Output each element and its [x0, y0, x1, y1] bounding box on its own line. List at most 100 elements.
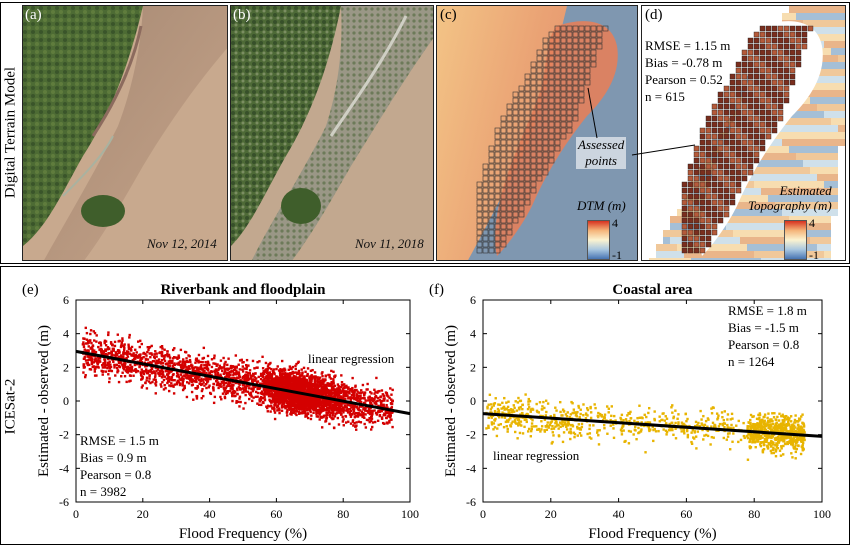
assessed-point-d: [741, 73, 748, 80]
data-point: [351, 390, 354, 394]
staircase-cell: [817, 160, 824, 167]
staircase-cell: [817, 230, 824, 237]
data-point: [268, 392, 271, 396]
assessed-point-c: [512, 175, 519, 182]
assessed-point-c: [584, 55, 591, 62]
data-point: [336, 392, 339, 395]
data-point: [272, 406, 276, 409]
staircase-cell: [831, 160, 838, 167]
data-point: [370, 398, 373, 402]
data-point: [144, 365, 147, 368]
data-point: [361, 405, 364, 408]
data-point: [89, 368, 93, 371]
data-point: [266, 376, 270, 379]
data-point: [273, 384, 276, 388]
assessed-point-d: [711, 139, 718, 146]
data-point: [323, 385, 326, 388]
assessed-point-c: [542, 91, 549, 98]
assessed-point-c: [554, 37, 561, 44]
staircase-cell: [824, 258, 831, 260]
staircase-cell: [810, 195, 817, 202]
data-point: [96, 355, 99, 359]
assessed-point-d: [687, 217, 694, 224]
assessed-point-d: [753, 61, 760, 68]
assessed-point-d: [687, 169, 694, 176]
data-point: [148, 374, 151, 378]
data-point: [187, 382, 191, 385]
staircase-cell: [796, 216, 803, 223]
data-point: [313, 371, 317, 374]
data-point: [244, 401, 247, 405]
data-point: [374, 400, 378, 404]
staircase-cell: [796, 174, 803, 181]
data-point: [192, 379, 195, 382]
data-point: [89, 329, 93, 332]
assessed-point-d: [681, 193, 688, 200]
data-point: [152, 355, 156, 359]
data-point: [103, 340, 106, 344]
data-point: [167, 360, 171, 363]
assessed-point-d: [723, 205, 730, 212]
data-point: [324, 374, 327, 377]
data-point: [194, 378, 198, 382]
data-point: [253, 367, 256, 370]
assessed-point-c: [518, 85, 525, 92]
staircase-cell: [810, 111, 817, 118]
data-point: [155, 352, 158, 355]
assessed-point-d: [705, 187, 712, 194]
assessed-point-c: [476, 223, 483, 230]
data-point: [351, 387, 354, 390]
data-point: [370, 414, 373, 418]
panel-c-colorbar-title: DTM (m): [577, 198, 626, 213]
assessed-point-c: [536, 151, 543, 158]
data-point: [95, 340, 98, 343]
data-point: [127, 345, 130, 348]
data-point: [168, 380, 171, 383]
assessed-point-d: [729, 163, 736, 170]
data-point: [92, 361, 95, 364]
assessed-point-d: [765, 103, 772, 110]
assessed-point-d: [723, 175, 730, 182]
assessed-point-d: [711, 163, 718, 170]
data-point: [365, 388, 368, 391]
assessed-point-c: [578, 37, 585, 44]
data-point: [346, 402, 349, 405]
assessed-point-c: [476, 217, 483, 224]
assessed-point-c: [578, 79, 585, 86]
assessed-point-d: [717, 205, 724, 212]
assessed-point-c: [596, 31, 603, 38]
data-point: [284, 404, 288, 408]
assessed-point-d: [681, 217, 688, 224]
assessed-point-c: [530, 169, 537, 176]
panel-a-label: (a): [25, 7, 42, 23]
data-point: [364, 426, 368, 429]
assessed-point-d: [735, 85, 742, 92]
assessed-point-d: [771, 121, 778, 128]
assessed-point-c: [536, 49, 543, 56]
staircase-cell: [761, 160, 768, 167]
assessed-point-c: [548, 151, 555, 158]
panel-d-stat-rmse: RMSE = 1.15 m: [645, 38, 731, 53]
assessed-point-d: [759, 97, 766, 104]
data-point: [280, 369, 284, 373]
data-point: [82, 366, 86, 369]
data-point: [309, 406, 313, 410]
staircase-cell: [810, 153, 817, 160]
assessed-point-d: [723, 199, 730, 206]
assessed-point-d: [705, 157, 712, 164]
assessed-point-c: [482, 205, 489, 212]
data-point: [374, 411, 378, 415]
data-point: [277, 369, 281, 372]
data-point: [171, 378, 174, 382]
staircase-cell: [677, 258, 684, 260]
staircase-cell: [677, 230, 684, 237]
data-point: [166, 373, 169, 376]
data-point: [103, 364, 107, 367]
data-point: [106, 348, 109, 351]
assessed-points-annotation: Assessed points: [576, 137, 627, 169]
staircase-cell: [796, 167, 803, 174]
assessed-point-d: [771, 115, 778, 122]
data-point: [370, 417, 374, 420]
assessed-point-c: [506, 199, 513, 206]
data-point: [189, 364, 193, 367]
